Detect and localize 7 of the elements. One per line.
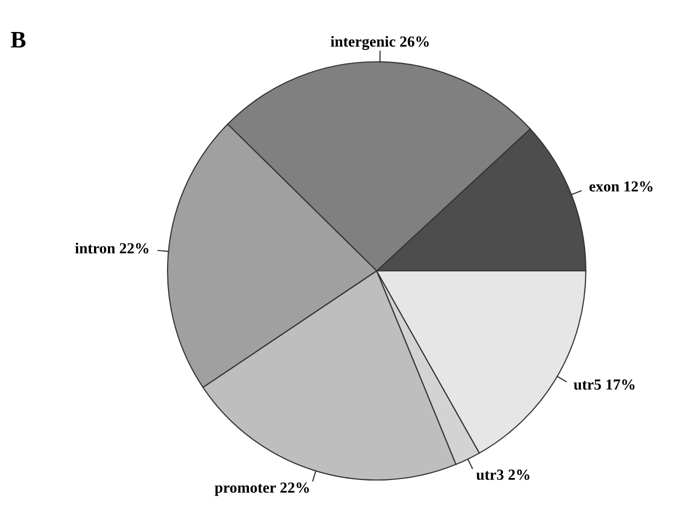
text: B [10,32,26,48]
slice-label: intergenic 26% [330,36,429,50]
slice-label: exon 12% [589,181,652,192]
slice-label: promoter 22% [214,482,309,496]
slice-label: utr3 2% [476,470,530,480]
slice-label: intron 22% [75,242,148,254]
slice-label: utr5 17% [574,379,634,390]
